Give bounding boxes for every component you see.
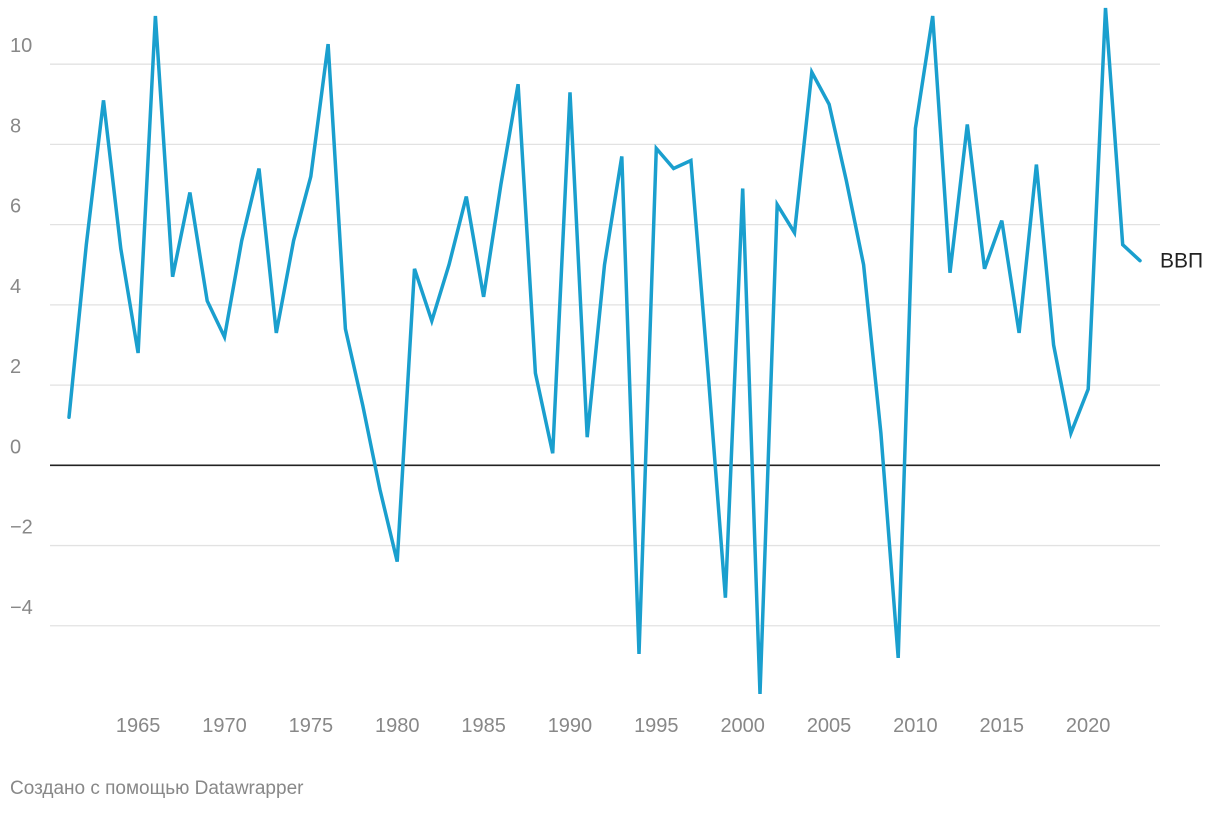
series-label: ВВП [1160,250,1203,273]
y-axis-ticks: −4 −2 0 2 4 6 8 10 [10,35,33,619]
x-tick-label: 1970 [202,715,247,737]
x-tick-label: 2000 [720,715,765,737]
y-tick-label: 2 [10,356,21,378]
x-tick-label: 2005 [807,715,852,737]
y-tick-label: 0 [10,436,21,458]
x-tick-label: 1980 [375,715,420,737]
x-tick-label: 1975 [289,715,334,737]
x-axis-ticks: 1965 1970 1975 1980 1985 1990 1995 2000 2005 2010… [116,715,1111,737]
y-tick-label: 10 [10,35,32,57]
y-tick-label: −4 [10,597,33,619]
y-tick-label: 4 [10,276,21,298]
x-tick-label: 2010 [893,715,938,737]
series-line-gdp [67,7,1142,695]
y-tick-label: 8 [10,115,21,137]
datawrapper-credit[interactable]: Создано с помощью Datawrapper [10,778,304,799]
x-tick-label: 1995 [634,715,679,737]
x-tick-label: 1965 [116,715,161,737]
y-tick-label: 6 [10,196,21,218]
x-tick-label: 2020 [1066,715,1111,737]
x-tick-label: 2015 [980,715,1025,737]
x-tick-label: 1985 [461,715,506,737]
series-layer: ВВП [67,7,1203,695]
line-chart: −4 −2 0 2 4 6 8 10 1965 1970 1975 1980 1985 1990 1995… [10,7,1203,737]
gridlines [50,63,1160,627]
x-tick-label: 1990 [548,715,593,737]
y-tick-label: −2 [10,517,33,539]
